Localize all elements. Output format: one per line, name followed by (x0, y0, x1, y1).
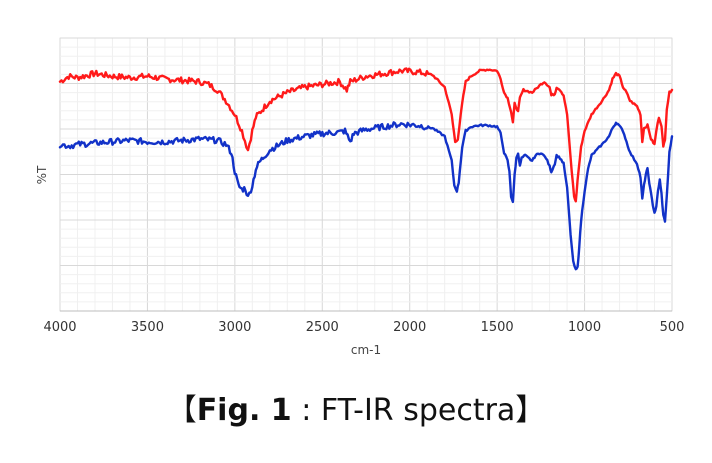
y-axis-label: %T (35, 165, 49, 184)
caption-close-bracket: 】 (515, 393, 546, 428)
x-tick-label: 500 (660, 320, 685, 335)
x-tick-label: 1000 (568, 320, 601, 335)
x-tick-label: 2500 (306, 320, 339, 335)
ftir-chart: 4000 3500 3000 2500 2000 1500 1000 500 %T cm-1 (35, 37, 684, 357)
x-axis-label: cm-1 (351, 343, 381, 357)
x-tick-label: 3000 (218, 320, 251, 335)
x-tick-label: 3500 (131, 320, 164, 335)
caption-figure-number: Fig. 1 (196, 393, 292, 428)
series-layer (58, 67, 674, 271)
spectrum-line-2 (58, 121, 674, 271)
x-tick-label: 4000 (43, 320, 76, 335)
x-tick-label: 1500 (481, 320, 514, 335)
figure-caption: 【Fig. 1 : FT-IR spectra】 (0, 385, 712, 429)
caption-open-bracket: 【 (166, 393, 197, 428)
spectrum-line-1 (58, 67, 674, 203)
caption-text: : FT-IR spectra (291, 393, 516, 428)
x-tick-label: 2000 (393, 320, 426, 335)
x-tick-labels: 4000 3500 3000 2500 2000 1500 1000 500 (43, 320, 684, 335)
